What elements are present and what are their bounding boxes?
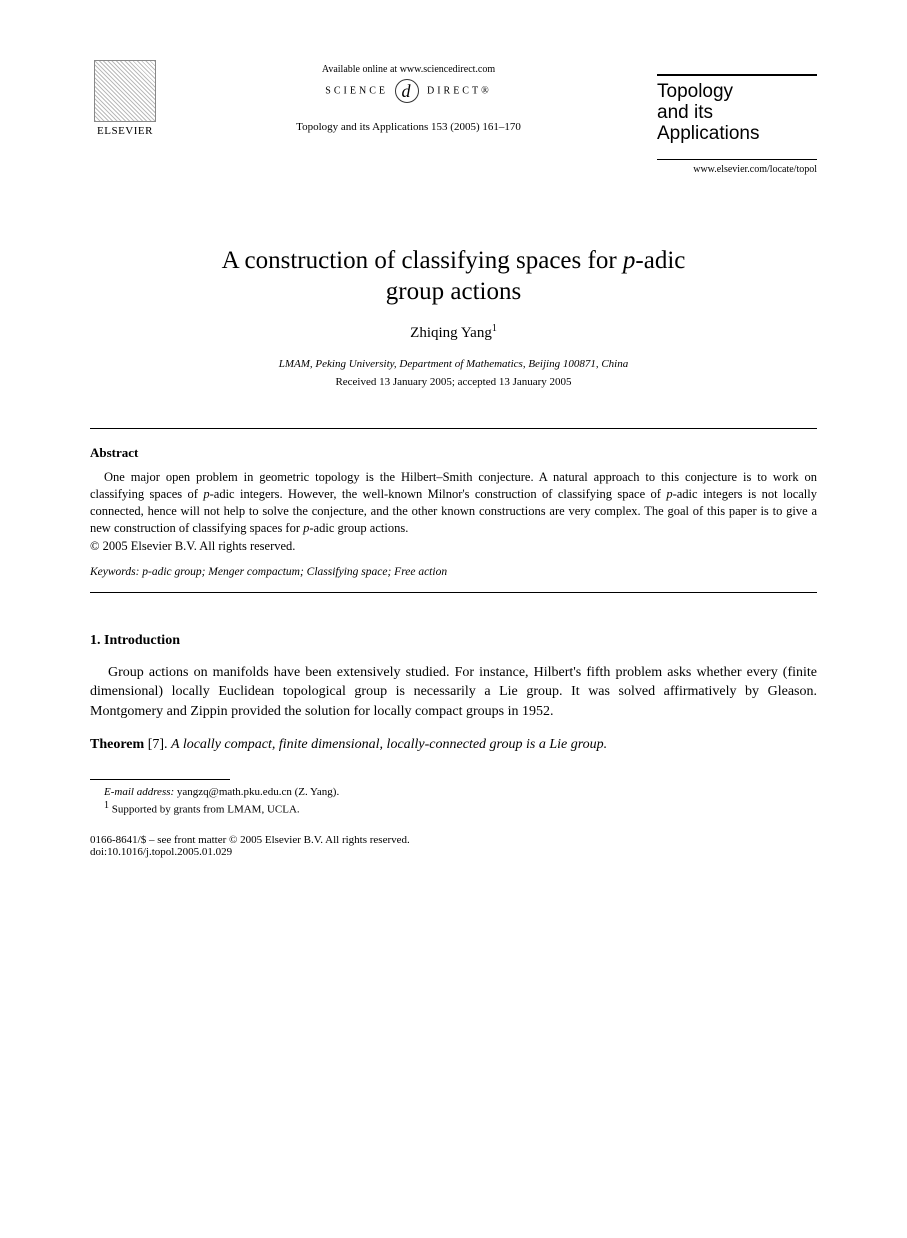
abstract-text: One major open problem in geometric topo…	[90, 469, 817, 537]
abstract-heading: Abstract	[90, 445, 817, 461]
email-label: E-mail address:	[104, 786, 174, 798]
publisher-name: ELSEVIER	[97, 125, 153, 137]
journal-url: www.elsevier.com/locate/topol	[657, 164, 817, 175]
divider-top	[90, 428, 817, 429]
author-name: Zhiqing Yang	[410, 325, 492, 341]
article-title: A construction of classifying spaces for…	[90, 245, 817, 308]
footer-line1: 0166-8641/$ – see front matter © 2005 El…	[90, 834, 817, 846]
author-footnote-marker: 1	[492, 323, 497, 334]
center-header: Available online at www.sciencedirect.co…	[160, 60, 657, 133]
theorem-label: Theorem	[90, 737, 144, 752]
author-line: Zhiqing Yang1	[90, 323, 817, 342]
journal-title-box: Topology and its Applications www.elsevi…	[657, 60, 817, 175]
divider-abstract	[90, 592, 817, 593]
footnote-text-1: Supported by grants from LMAM, UCLA.	[109, 804, 300, 816]
elsevier-tree-icon	[94, 60, 156, 122]
intro-paragraph-1: Group actions on manifolds have been ext…	[90, 663, 817, 722]
available-online-text: Available online at www.sciencedirect.co…	[160, 64, 657, 75]
introduction-heading: 1. Introduction	[90, 633, 817, 649]
science-direct-logo: SCIENCE d DIRECT®	[160, 79, 657, 103]
theorem-block: Theorem [7]. A locally compact, finite d…	[90, 735, 817, 755]
science-direct-word1: SCIENCE	[325, 85, 388, 96]
footnote-support: 1 Supported by grants from LMAM, UCLA.	[90, 800, 817, 816]
email-value: yangzq@math.pku.edu.cn (Z. Yang).	[174, 786, 339, 798]
abstract-copyright: © 2005 Elsevier B.V. All rights reserved…	[90, 539, 817, 554]
keywords-label: Keywords:	[90, 566, 139, 578]
footnote-rule	[90, 779, 230, 780]
theorem-body: A locally compact, finite dimensional, l…	[171, 737, 607, 752]
article-dates: Received 13 January 2005; accepted 13 Ja…	[90, 376, 817, 388]
journal-reference: Topology and its Applications 153 (2005)…	[160, 121, 657, 133]
affiliation: LMAM, Peking University, Department of M…	[90, 358, 817, 370]
page-footer: 0166-8641/$ – see front matter © 2005 El…	[90, 834, 817, 858]
science-direct-word2: DIRECT®	[427, 85, 492, 96]
title-line2: group actions	[386, 278, 521, 305]
journal-title: Topology and its Applications	[657, 74, 817, 160]
theorem-ref: [7].	[148, 737, 168, 752]
science-direct-at-icon: d	[395, 79, 419, 103]
publisher-logo: ELSEVIER	[90, 60, 160, 140]
journal-title-line2: and its	[657, 103, 817, 124]
footnote-email: E-mail address: yangzq@math.pku.edu.cn (…	[90, 786, 817, 798]
header-row: ELSEVIER Available online at www.science…	[90, 60, 817, 175]
journal-title-line3: Applications	[657, 124, 817, 145]
footer-line2: doi:10.1016/j.topol.2005.01.029	[90, 846, 817, 858]
journal-title-line1: Topology	[657, 82, 817, 103]
keywords-text: p-adic group; Menger compactum; Classify…	[139, 566, 447, 578]
paper-page: ELSEVIER Available online at www.science…	[0, 0, 907, 908]
keywords-line: Keywords: p-adic group; Menger compactum…	[90, 566, 817, 578]
title-line1: A construction of classifying spaces for…	[222, 247, 686, 274]
